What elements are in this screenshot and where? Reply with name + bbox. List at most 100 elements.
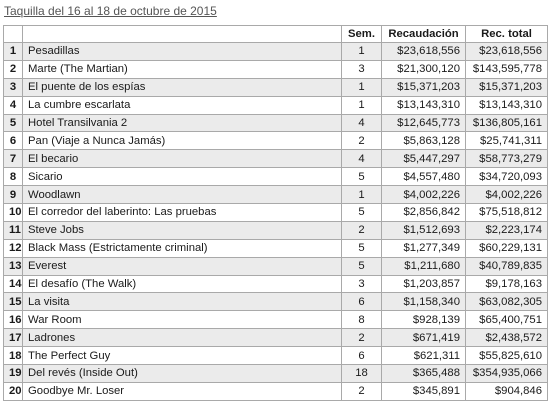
table-row: 10 El corredor del laberinto: Las pruebas… xyxy=(3,203,548,222)
rank-cell: 20 xyxy=(3,381,23,401)
table-caption: Taquilla del 16 al 18 de octubre de 2015 xyxy=(4,4,217,18)
gross-cell: $1,512,693 xyxy=(381,220,466,240)
gross-cell: $621,311 xyxy=(381,346,466,366)
table-row: 1 Pesadillas 1 $23,618,556 $23,618,556 xyxy=(3,42,548,61)
table-row: 9 Woodlawn 1 $4,002,226 $4,002,226 xyxy=(3,185,548,205)
weeks-cell: 4 xyxy=(341,149,382,169)
rank-cell: 17 xyxy=(3,328,23,348)
total-cell: $9,178,163 xyxy=(465,274,548,294)
weeks-cell: 6 xyxy=(341,346,382,366)
title-cell: Sicario xyxy=(22,167,342,187)
title-cell: Hotel Transilvania 2 xyxy=(22,113,342,133)
weeks-cell: 6 xyxy=(341,292,382,312)
rank-cell: 12 xyxy=(3,238,23,258)
title-cell: El corredor del laberinto: Las pruebas xyxy=(22,203,342,222)
table-row: 15 La visita 6 $1,158,340 $63,082,305 xyxy=(3,292,548,312)
gross-cell: $5,447,297 xyxy=(381,149,466,169)
title-cell: El puente de los espías xyxy=(22,77,342,97)
weeks-cell: 1 xyxy=(341,42,382,61)
total-cell: $40,789,835 xyxy=(465,256,548,276)
total-cell: $904,846 xyxy=(465,381,548,401)
title-cell: Steve Jobs xyxy=(22,220,342,240)
weeks-cell: 5 xyxy=(341,256,382,276)
weeks-cell: 2 xyxy=(341,131,382,151)
rank-cell: 9 xyxy=(3,185,23,205)
gross-cell: $23,618,556 xyxy=(381,42,466,61)
table-row: 16 War Room 8 $928,139 $65,400,751 xyxy=(3,310,548,330)
rank-cell: 3 xyxy=(3,77,23,97)
gross-cell: $4,557,480 xyxy=(381,167,466,187)
box-office-table: Sem. Recaudación Rec. total 1 Pesadillas 1… xyxy=(3,25,548,401)
gross-cell: $13,143,310 xyxy=(381,95,466,115)
total-cell: $65,400,751 xyxy=(465,310,548,330)
gross-cell: $1,277,349 xyxy=(381,238,466,258)
gross-cell: $671,419 xyxy=(381,328,466,348)
weeks-cell: 1 xyxy=(341,95,382,115)
title-cell: Goodbye Mr. Loser xyxy=(22,381,342,401)
weeks-cell: 2 xyxy=(341,220,382,240)
total-cell: $15,371,203 xyxy=(465,77,548,97)
rank-cell: 1 xyxy=(3,42,23,61)
total-cell: $354,935,066 xyxy=(465,364,548,383)
weeks-cell: 2 xyxy=(341,328,382,348)
table-header-row: Sem. Recaudación Rec. total xyxy=(3,25,548,43)
title-cell: Woodlawn xyxy=(22,185,342,205)
title-cell: The Perfect Guy xyxy=(22,346,342,366)
rank-cell: 14 xyxy=(3,274,23,294)
gross-cell: $4,002,226 xyxy=(381,185,466,205)
total-cell: $58,773,279 xyxy=(465,149,548,169)
table-row: 12 Black Mass (Estrictamente criminal) 5 $1… xyxy=(3,238,548,258)
table-row: 17 Ladrones 2 $671,419 $2,438,572 xyxy=(3,328,548,348)
table-row: 8 Sicario 5 $4,557,480 $34,720,093 xyxy=(3,167,548,187)
title-cell: War Room xyxy=(22,310,342,330)
table-row: 14 El desafío (The Walk) 3 $1,203,857 $9,178… xyxy=(3,274,548,294)
weeks-cell: 3 xyxy=(341,59,382,79)
title-cell: Black Mass (Estrictamente criminal) xyxy=(22,238,342,258)
total-cell: $23,618,556 xyxy=(465,42,548,61)
weeks-cell: 4 xyxy=(341,113,382,133)
table-row: 11 Steve Jobs 2 $1,512,693 $2,223,174 xyxy=(3,220,548,240)
weeks-cell: 3 xyxy=(341,274,382,294)
rank-cell: 15 xyxy=(3,292,23,312)
table-row: 2 Marte (The Martian) 3 $21,300,120 $143,595… xyxy=(3,59,548,79)
gross-cell: $12,645,773 xyxy=(381,113,466,133)
weeks-cell: 8 xyxy=(341,310,382,330)
table-row: 4 La cumbre escarlata 1 $13,143,310 $13,143,… xyxy=(3,95,548,115)
title-cell: La cumbre escarlata xyxy=(22,95,342,115)
total-cell: $136,805,161 xyxy=(465,113,548,133)
title-cell: Del revés (Inside Out) xyxy=(22,364,342,383)
gross-cell: $15,371,203 xyxy=(381,77,466,97)
gross-cell: $1,158,340 xyxy=(381,292,466,312)
gross-cell: $365,488 xyxy=(381,364,466,383)
rank-cell: 4 xyxy=(3,95,23,115)
gross-cell: $1,203,857 xyxy=(381,274,466,294)
header-total: Rec. total xyxy=(465,25,548,43)
gross-cell: $21,300,120 xyxy=(381,59,466,79)
table-row: 5 Hotel Transilvania 2 4 $12,645,773 $136,80… xyxy=(3,113,548,133)
table-row: 19 Del revés (Inside Out) 18 $365,488 $354,9… xyxy=(3,364,548,383)
table-row: 3 El puente de los espías 1 $15,371,203 $15,… xyxy=(3,77,548,97)
weeks-cell: 1 xyxy=(341,77,382,97)
table-row: 7 El becario 4 $5,447,297 $58,773,279 xyxy=(3,149,548,169)
gross-cell: $5,863,128 xyxy=(381,131,466,151)
total-cell: $55,825,610 xyxy=(465,346,548,366)
title-cell: El becario xyxy=(22,149,342,169)
header-title xyxy=(22,25,342,43)
total-cell: $75,518,812 xyxy=(465,203,548,222)
total-cell: $13,143,310 xyxy=(465,95,548,115)
weeks-cell: 5 xyxy=(341,167,382,187)
title-cell: Marte (The Martian) xyxy=(22,59,342,79)
rank-cell: 18 xyxy=(3,346,23,366)
total-cell: $60,229,131 xyxy=(465,238,548,258)
rank-cell: 2 xyxy=(3,59,23,79)
header-weeks: Sem. xyxy=(341,25,382,43)
rank-cell: 13 xyxy=(3,256,23,276)
total-cell: $4,002,226 xyxy=(465,185,548,205)
rank-cell: 16 xyxy=(3,310,23,330)
total-cell: $2,223,174 xyxy=(465,220,548,240)
total-cell: $2,438,572 xyxy=(465,328,548,348)
table-row: 18 The Perfect Guy 6 $621,311 $55,825,610 xyxy=(3,346,548,366)
rank-cell: 5 xyxy=(3,113,23,133)
header-gross: Recaudación xyxy=(381,25,466,43)
title-cell: Pan (Viaje a Nunca Jamás) xyxy=(22,131,342,151)
